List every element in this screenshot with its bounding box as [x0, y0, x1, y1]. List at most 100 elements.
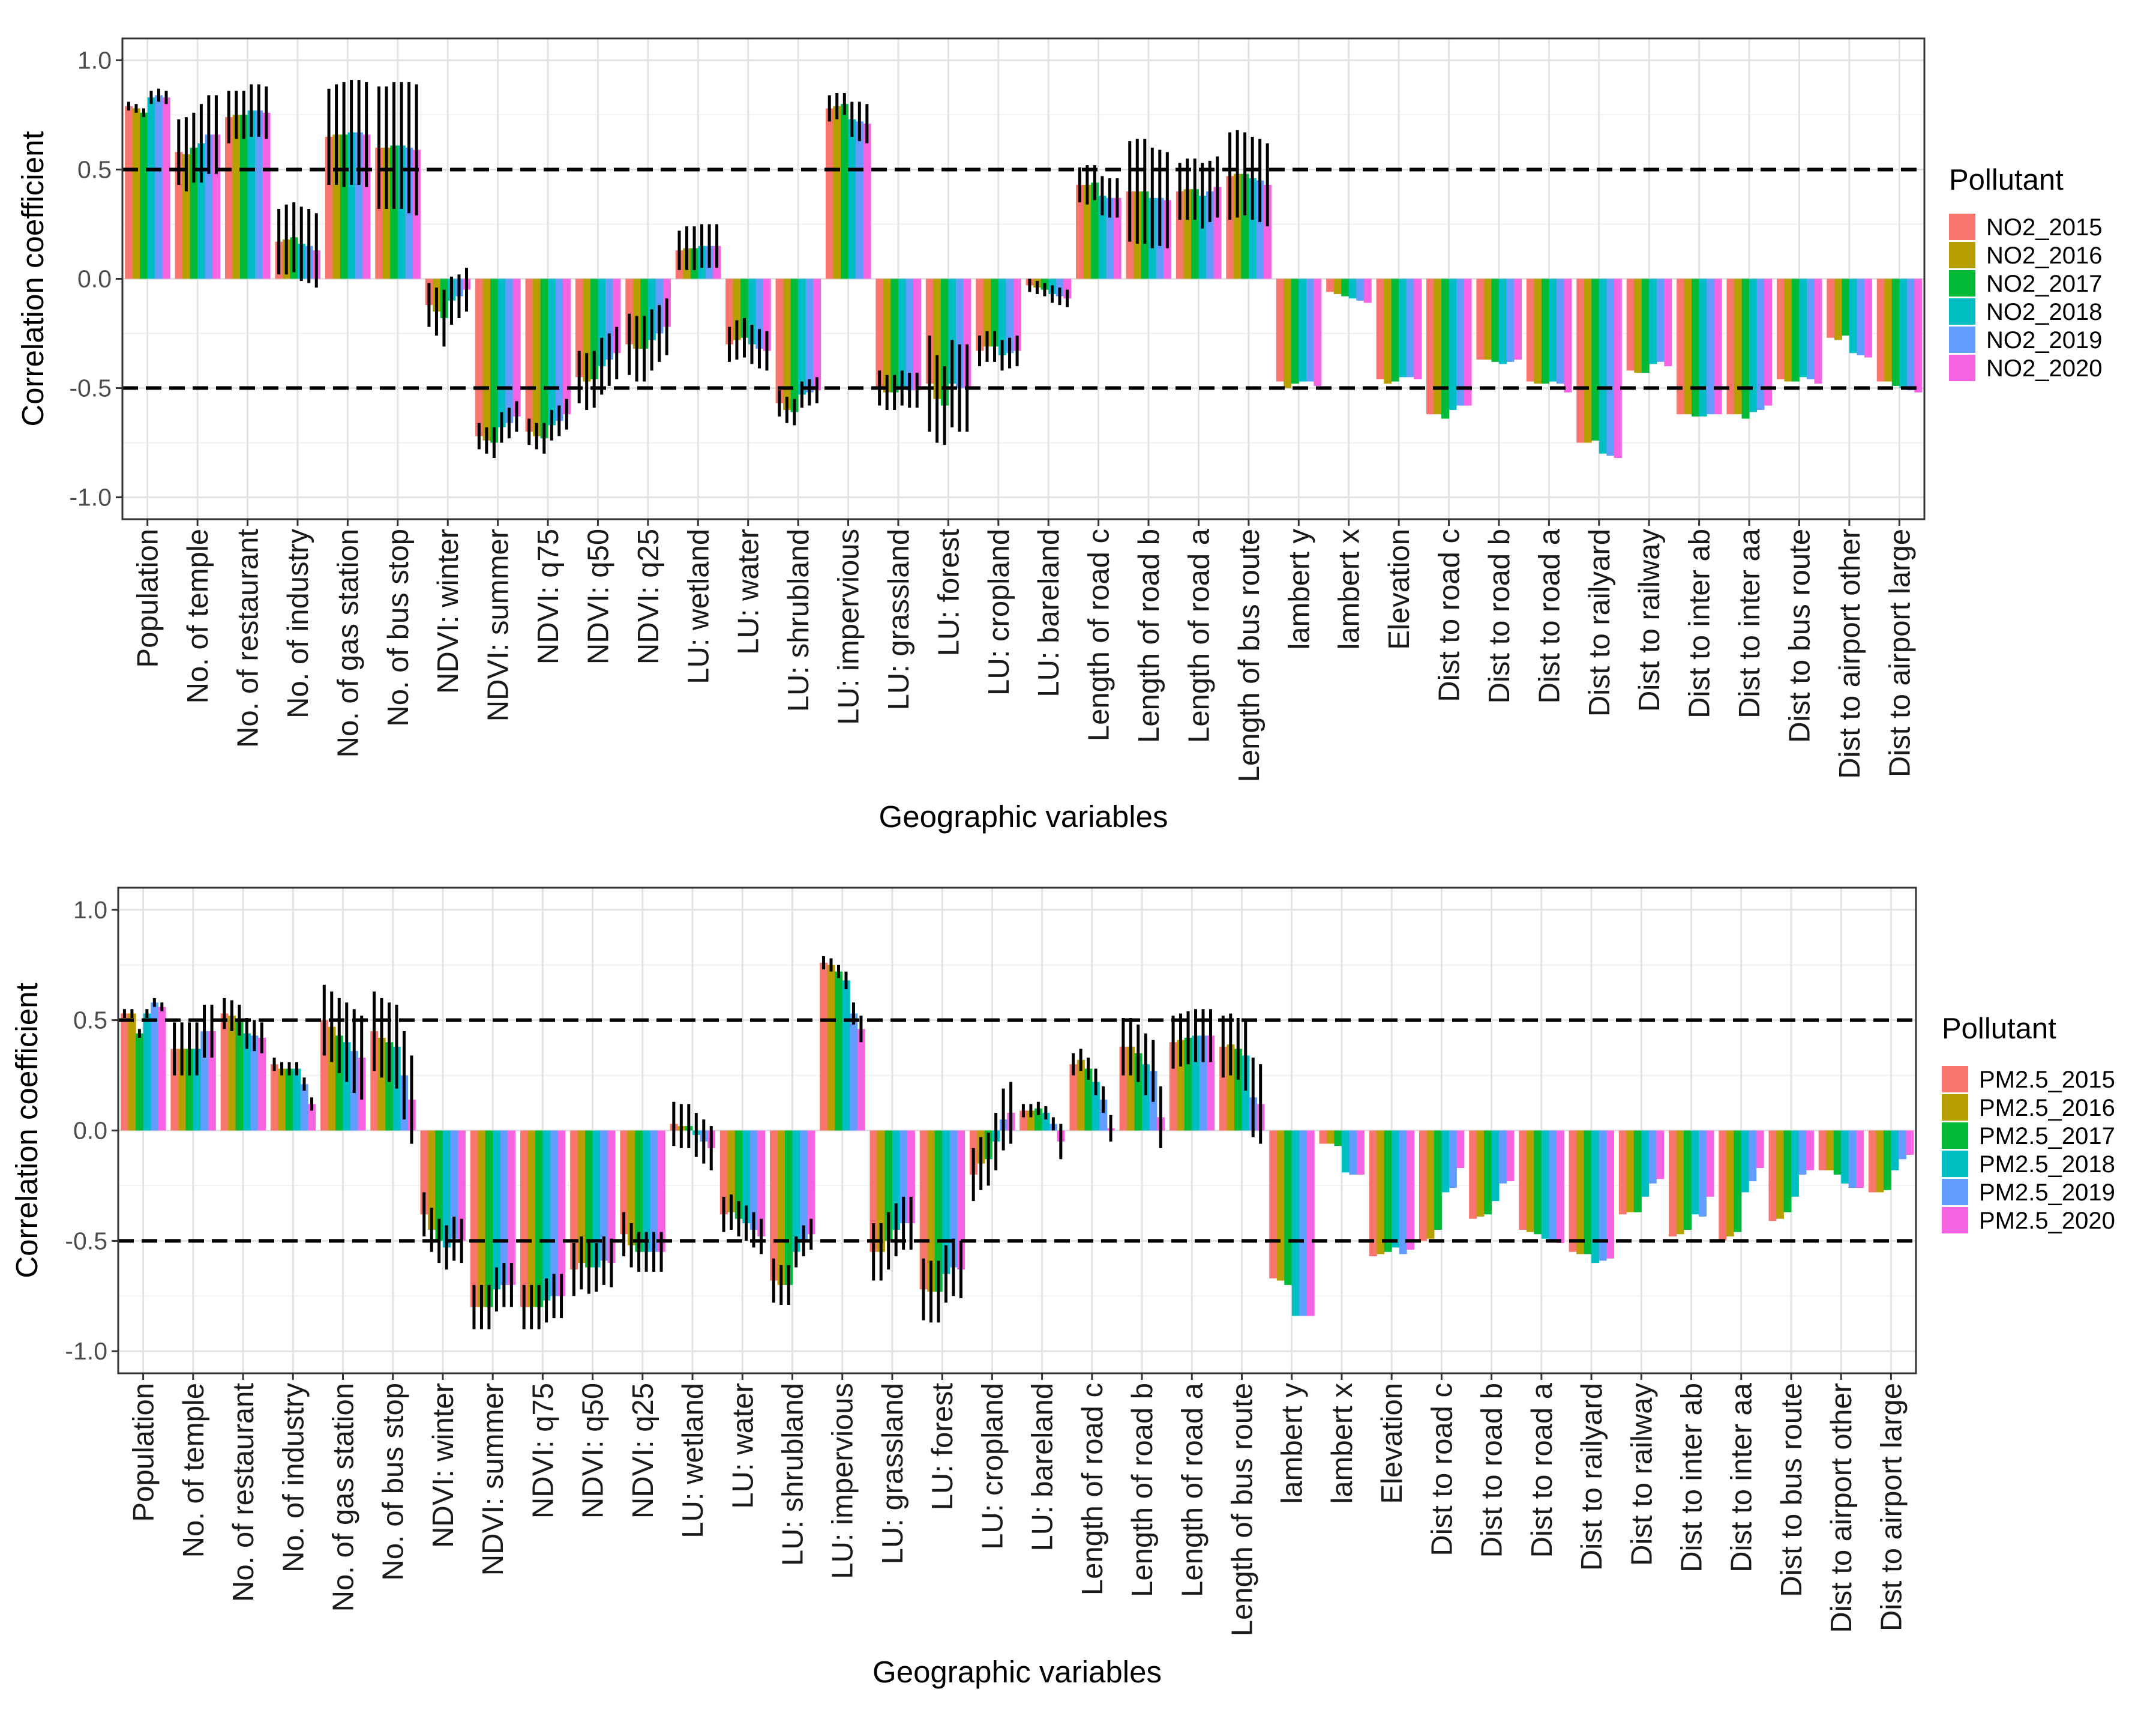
bar	[1626, 1130, 1635, 1212]
bar	[719, 1130, 728, 1215]
bar	[255, 110, 263, 279]
bar	[1776, 278, 1785, 379]
bar	[1207, 1035, 1215, 1131]
bar	[826, 108, 834, 279]
bar	[247, 110, 256, 279]
bar	[1857, 278, 1865, 355]
bar	[335, 1035, 343, 1131]
bar	[140, 112, 148, 279]
bar	[883, 278, 891, 393]
bar	[657, 1130, 665, 1252]
bar	[1263, 184, 1272, 279]
bar	[162, 97, 170, 279]
x-tick-label: LU: impervious	[827, 1383, 859, 1579]
bar	[1183, 189, 1192, 279]
x-axis-title: Geographic variables	[879, 799, 1168, 834]
y-axis-title: Correlation coefficient	[10, 983, 44, 1278]
bar	[542, 1130, 551, 1301]
bar	[1441, 1130, 1450, 1193]
legend-swatch	[1942, 1151, 1968, 1177]
bar	[1219, 1046, 1228, 1131]
bar	[1818, 1130, 1827, 1170]
bar	[1726, 1130, 1734, 1237]
bar	[1241, 173, 1249, 279]
bar	[785, 1130, 793, 1285]
bar	[178, 1049, 186, 1131]
bar	[1414, 278, 1422, 379]
bar	[470, 1130, 478, 1307]
bar	[942, 1130, 950, 1274]
bar	[193, 1049, 201, 1131]
legend-label: PM2.5_2016	[1979, 1095, 2115, 1121]
bar	[550, 1130, 558, 1296]
bar	[590, 278, 598, 379]
bar	[1719, 1130, 1727, 1241]
x-tick-label: LU: shrubland	[782, 529, 815, 712]
bar	[1013, 278, 1021, 351]
y-tick-label: 0.5	[73, 1007, 107, 1034]
bar	[1526, 1130, 1534, 1232]
bar	[1806, 278, 1815, 379]
bar	[1691, 1130, 1699, 1215]
x-tick-label: Length of road b	[1126, 1383, 1159, 1597]
x-tick-label: Length of road c	[1076, 1383, 1109, 1595]
bar	[600, 1130, 608, 1261]
bar	[598, 278, 606, 367]
legend-label: PM2.5_2017	[1979, 1123, 2115, 1149]
legend-swatch	[1942, 1179, 1968, 1205]
x-tick-label: Length of road b	[1133, 529, 1165, 743]
bar	[1626, 278, 1635, 371]
bar	[1826, 1130, 1834, 1170]
bar	[1206, 191, 1214, 279]
bar	[325, 136, 333, 279]
bar	[1676, 1130, 1684, 1235]
x-tick-label: LU: water	[727, 1383, 759, 1509]
bar	[1069, 1064, 1078, 1131]
bar	[258, 1038, 266, 1131]
bar	[749, 1130, 758, 1230]
bar	[983, 278, 991, 347]
bar	[790, 278, 799, 412]
bar	[1541, 1130, 1549, 1239]
bar	[320, 1020, 329, 1131]
bar	[1042, 1113, 1050, 1131]
legend-swatch	[1942, 1207, 1968, 1233]
bar	[1456, 278, 1465, 406]
x-tick-label: No. of industry	[277, 1383, 310, 1573]
bar	[1191, 189, 1199, 279]
bar	[1276, 1130, 1285, 1281]
bar	[1534, 1130, 1542, 1235]
bar	[1756, 278, 1765, 410]
x-tick-label: LU: cropland	[983, 529, 1015, 696]
x-tick-label: Dist to airport other	[1834, 529, 1866, 779]
bar	[1242, 1055, 1250, 1131]
bar	[863, 123, 871, 279]
bar	[200, 1031, 209, 1131]
bar	[976, 278, 984, 351]
bar	[1483, 278, 1492, 360]
bar	[293, 1068, 301, 1131]
bar	[892, 1130, 900, 1230]
bar	[877, 1130, 885, 1252]
bar	[1306, 278, 1314, 382]
bar	[128, 1013, 136, 1131]
y-tick-label: 0.0	[77, 265, 112, 293]
bar	[775, 278, 784, 404]
bar	[934, 1130, 943, 1292]
bar	[1384, 1130, 1392, 1252]
bar	[535, 1130, 543, 1307]
bar	[151, 1002, 159, 1131]
legend-title: Pollutant	[1942, 1013, 2056, 1045]
legend-label: NO2_2015	[1986, 214, 2102, 241]
bar	[850, 1013, 858, 1131]
x-tick-label: Dist to airport other	[1825, 1383, 1858, 1633]
bar	[919, 1130, 928, 1290]
bar	[1198, 196, 1207, 279]
legend-swatch	[1949, 298, 1975, 325]
x-tick-label: NDVI: winter	[432, 529, 464, 694]
bar	[1734, 278, 1743, 415]
bar	[1284, 278, 1292, 388]
bar	[925, 278, 934, 384]
bar	[1841, 1130, 1849, 1184]
bar	[1914, 278, 1923, 393]
